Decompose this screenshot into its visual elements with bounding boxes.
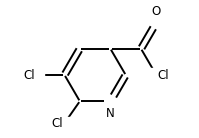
Text: O: O (152, 5, 161, 18)
Bar (26, 68, 44, 82)
Bar (55, 116, 72, 130)
Text: Cl: Cl (157, 68, 169, 82)
Bar (105, 100, 116, 113)
Text: Cl: Cl (23, 68, 35, 82)
Bar (149, 68, 166, 82)
Text: N: N (106, 107, 115, 120)
Bar (151, 12, 162, 25)
Text: Cl: Cl (52, 117, 63, 130)
